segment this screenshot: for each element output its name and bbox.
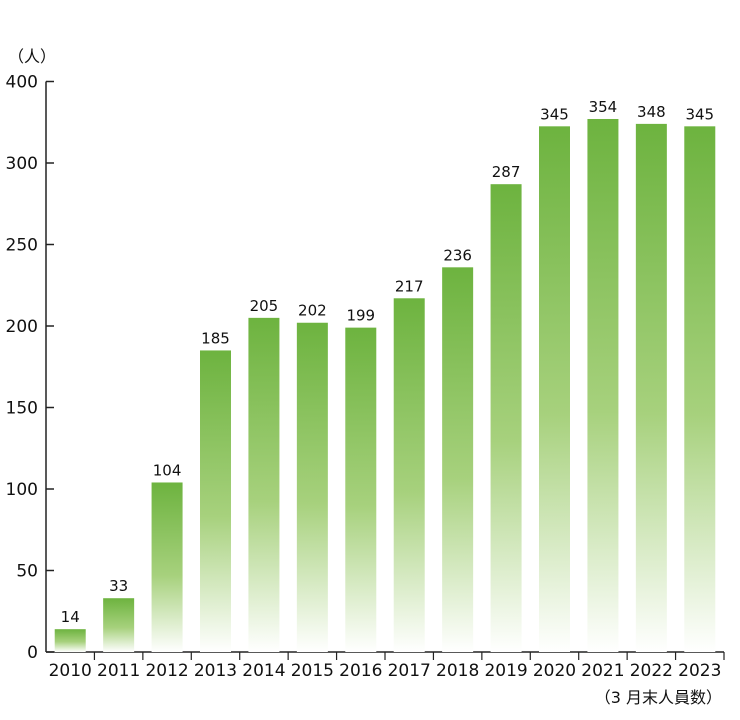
data-label-2022: 348 <box>637 103 666 121</box>
bar-2021 <box>587 118 619 653</box>
y-axis-unit-label: （人） <box>8 47 56 66</box>
bar-2020 <box>539 126 570 652</box>
axis-layer: 0 50 100 150 200 250 300 400 <box>6 73 725 663</box>
x-tick-label-2015: 2015 <box>291 661 334 681</box>
data-label-2021: 354 <box>589 98 618 116</box>
bar-2011 <box>103 598 135 652</box>
data-label-2010: 14 <box>61 608 80 626</box>
chart-note: （3 月末人員数） <box>595 688 722 707</box>
x-tick-label-2019: 2019 <box>484 661 527 681</box>
x-tick-label-2012: 2012 <box>145 661 188 681</box>
x-tick-label-2020: 2020 <box>533 661 576 681</box>
bar-layer <box>54 118 716 653</box>
x-tick-label-2018: 2018 <box>436 661 479 681</box>
data-label-2018: 236 <box>443 246 472 264</box>
y-tick-label: 100 <box>6 480 38 500</box>
y-tick-label: 150 <box>6 399 38 419</box>
bar-2019 <box>490 184 522 652</box>
data-label-2016: 199 <box>346 307 375 325</box>
data-label-2014: 205 <box>250 297 279 315</box>
x-tick-label-2022: 2022 <box>630 661 673 681</box>
bar-2023 <box>684 126 716 652</box>
x-tick-label-2014: 2014 <box>242 661 285 681</box>
bar-2012 <box>151 482 183 652</box>
bar-2014 <box>248 317 280 652</box>
y-tick-label: 300 <box>6 154 38 174</box>
data-label-2012: 104 <box>153 461 182 479</box>
data-label-2017: 217 <box>395 277 424 295</box>
y-tick-label: 0 <box>27 643 38 663</box>
bar-2018 <box>442 267 474 652</box>
bar-2017 <box>393 298 425 652</box>
y-tick-label: 400 <box>6 73 38 93</box>
data-label-2023: 345 <box>685 105 714 123</box>
x-tick-label-2023: 2023 <box>678 661 721 681</box>
data-label-2019: 287 <box>492 163 521 181</box>
y-tick-label: 250 <box>6 236 38 256</box>
bar-2016 <box>345 327 377 652</box>
y-tick-label: 50 <box>16 562 38 582</box>
bar-2013 <box>200 350 231 652</box>
x-tick-label-2013: 2013 <box>194 661 237 681</box>
x-tick-label-2010: 2010 <box>49 661 92 681</box>
bar-2022 <box>635 123 667 652</box>
bar-2010 <box>54 629 86 652</box>
x-tick-label-2021: 2021 <box>581 661 624 681</box>
data-label-2013: 185 <box>201 329 230 347</box>
y-tick-label: 200 <box>6 317 38 337</box>
data-label-2015: 202 <box>298 302 327 320</box>
bar-2015 <box>296 322 328 652</box>
x-tick-label-2017: 2017 <box>388 661 431 681</box>
data-label-2020: 345 <box>540 105 569 123</box>
data-label-2011: 33 <box>109 577 128 595</box>
label-layer: 14 2010 33 2011 104 2012 185 2013 205 2014 202 2015… <box>49 98 722 681</box>
x-tick-label-2011: 2011 <box>97 661 140 681</box>
x-tick-label-2016: 2016 <box>339 661 382 681</box>
